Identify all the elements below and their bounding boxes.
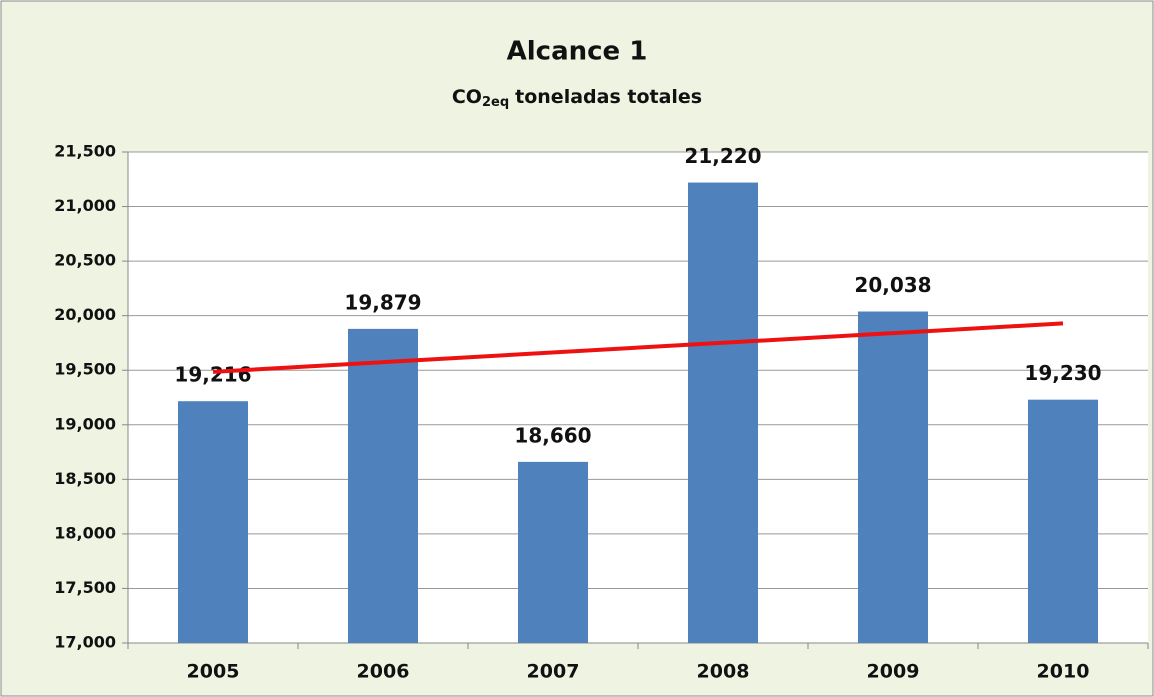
x-tick-label: 2010 (1037, 661, 1090, 683)
bar (348, 328, 418, 643)
chart-subtitle: CO2eq toneladas totales (452, 86, 702, 110)
value-label: 19,879 (344, 290, 421, 314)
bar (518, 461, 588, 643)
value-label: 19,216 (174, 363, 251, 387)
y-tick-label: 21,000 (54, 196, 116, 215)
x-tick-label: 2006 (357, 661, 410, 683)
x-tick-label: 2009 (867, 661, 920, 683)
bar (1028, 399, 1098, 643)
y-tick-label: 19,500 (54, 360, 116, 379)
y-tick-label: 20,500 (54, 251, 116, 270)
x-tick-label: 2008 (697, 661, 750, 683)
trendline (212, 321, 1064, 374)
plot-area (128, 152, 1148, 643)
x-tick-label: 2007 (527, 661, 580, 683)
value-label: 21,220 (684, 144, 761, 168)
y-tick-label: 20,000 (54, 305, 116, 324)
x-tick-label: 2005 (187, 661, 240, 683)
y-tick-label: 17,000 (54, 633, 116, 652)
y-tick-label: 18,500 (54, 469, 116, 488)
y-tick-label: 17,500 (54, 578, 116, 597)
y-tick-label: 21,500 (54, 142, 116, 161)
subtitle-rest: toneladas totales (515, 86, 702, 108)
bar (178, 401, 248, 643)
chart-title: Alcance 1 (507, 37, 648, 67)
value-label: 20,038 (854, 273, 931, 297)
bar (688, 182, 758, 643)
value-label: 18,660 (514, 423, 591, 447)
y-tick-label: 18,000 (54, 523, 116, 542)
bar (858, 311, 928, 643)
value-label: 19,230 (1024, 361, 1101, 385)
subtitle-sub: 2eq (482, 95, 509, 110)
subtitle-base: CO (452, 86, 482, 108)
y-tick-label: 19,000 (54, 414, 116, 433)
